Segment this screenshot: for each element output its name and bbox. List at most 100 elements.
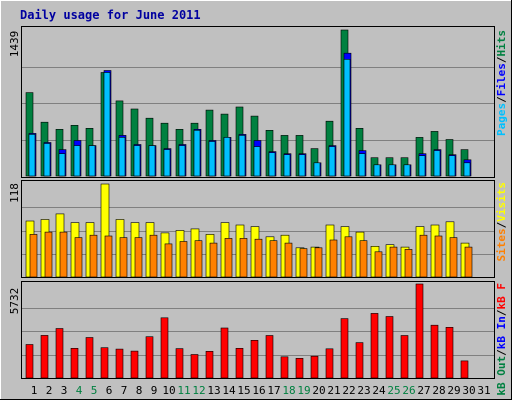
bar-sites-day-20	[314, 247, 323, 278]
x-label-day-6: 6	[106, 384, 113, 397]
bar-kbytes-day-23	[355, 342, 364, 379]
bar-sites-day-10	[164, 243, 173, 278]
x-label-day-27: 27	[417, 384, 430, 397]
legend-separator: /	[495, 309, 508, 316]
bar-sites-day-28	[434, 235, 443, 278]
bar-sites-day-29	[449, 237, 458, 278]
x-label-day-11: 11	[177, 384, 190, 397]
x-label-day-10: 10	[162, 384, 175, 397]
bar-kbytes-day-13	[205, 350, 214, 379]
bar-kbytes-day-22	[340, 318, 349, 379]
bar-pages-day-12	[193, 130, 201, 177]
panel-visits-border	[21, 180, 495, 278]
bar-pages-day-29	[448, 155, 456, 177]
bar-sites-day-19	[299, 248, 308, 278]
bar-pages-day-1	[28, 134, 36, 177]
bar-kbytes-day-30	[460, 360, 469, 379]
bar-kbytes-day-9	[145, 336, 154, 379]
bar-sites-day-6	[104, 235, 113, 278]
x-label-day-4: 4	[76, 384, 83, 397]
x-label-day-20: 20	[312, 384, 325, 397]
bar-pages-day-5	[88, 145, 96, 177]
bar-kbytes-day-1	[25, 344, 34, 379]
bars	[25, 29, 473, 379]
bar-kbytes-day-20	[310, 355, 319, 379]
bar-pages-day-26	[403, 164, 411, 177]
x-label-day-14: 14	[222, 384, 236, 397]
bar-pages-day-21	[328, 146, 336, 177]
bar-sites-day-14	[224, 238, 233, 278]
x-label-day-2: 2	[46, 384, 53, 397]
bar-kbytes-day-4	[70, 347, 79, 379]
x-label-day-7: 7	[121, 384, 128, 397]
y-max-label-hits: 1439	[8, 31, 21, 58]
panel-hits-border	[21, 26, 495, 178]
bar-kbytes-day-21	[325, 348, 334, 379]
x-label-day-3: 3	[61, 384, 68, 397]
bar-sites-day-12	[194, 240, 203, 278]
chart-title: Daily usage for June 2011	[20, 8, 201, 22]
bar-pages-day-19	[298, 154, 306, 177]
bar-sites-day-18	[284, 242, 293, 278]
bar-sites-day-17	[269, 240, 278, 278]
bar-pages-day-16	[253, 146, 261, 177]
x-label-day-24: 24	[372, 384, 386, 397]
x-label-day-13: 13	[207, 384, 220, 397]
bar-sites-day-4	[74, 237, 83, 278]
x-label-day-8: 8	[136, 384, 143, 397]
legend-separator: /	[495, 349, 508, 356]
bar-kbytes-day-11	[175, 348, 184, 379]
bar-pages-day-7	[118, 137, 126, 177]
bar-kbytes-day-16	[250, 339, 259, 379]
bar-pages-day-22	[343, 58, 351, 177]
bar-kbytes-day-7	[115, 348, 124, 379]
legend-kbytes: kB Out/kB In/kB F	[495, 283, 508, 396]
bar-kbytes-day-15	[235, 347, 244, 379]
legend-separator: /	[495, 221, 508, 228]
bar-sites-day-7	[119, 237, 128, 278]
x-label-day-28: 28	[432, 384, 445, 397]
bar-sites-day-30	[464, 246, 473, 278]
bar-kbytes-day-8	[130, 350, 139, 379]
bar-pages-day-28	[433, 150, 441, 177]
bar-kbytes-day-18	[280, 356, 289, 379]
bar-pages-day-23	[358, 153, 366, 177]
x-label-day-26: 26	[402, 384, 415, 397]
bar-pages-day-4	[73, 145, 81, 177]
bar-sites-day-22	[344, 236, 353, 278]
bar-kbytes-day-5	[85, 337, 94, 379]
bar-kbytes-day-26	[400, 335, 409, 379]
bar-kbytes-day-3	[55, 328, 64, 379]
bar-kbytes-day-25	[385, 316, 394, 379]
x-label-day-31: 31	[477, 384, 490, 397]
bar-pages-day-17	[268, 152, 276, 177]
legend-kb-out: kB Out	[495, 356, 508, 396]
bar-pages-day-11	[178, 145, 186, 177]
bar-kbytes-day-17	[265, 335, 274, 379]
bar-pages-day-9	[148, 145, 156, 177]
x-label-day-16: 16	[252, 384, 265, 397]
bar-pages-day-14	[223, 137, 231, 177]
bar-pages-day-6	[103, 72, 111, 177]
x-label-day-25: 25	[387, 384, 400, 397]
bar-kbytes-day-12	[190, 354, 199, 379]
bar-sites-day-1	[29, 234, 38, 278]
x-label-day-21: 21	[327, 384, 340, 397]
bar-sites-day-8	[134, 237, 143, 278]
x-axis-labels: 1 2 3 4 5 6 7 8 9 10 11 12 13 14 15 16 17 18 19 20 21 22 23 24 2…	[31, 384, 491, 397]
x-label-day-29: 29	[447, 384, 460, 397]
legend-visits: Visits	[495, 182, 508, 222]
y-max-label-kbytes: 5732	[8, 288, 21, 315]
legend-hits-files-pages: Pages/Files/Hits	[495, 30, 508, 136]
bar-sites-day-25	[389, 246, 398, 278]
bar-pages-day-3	[58, 153, 66, 177]
legend-sites: Sites	[495, 228, 508, 261]
panel-borders	[21, 26, 495, 379]
x-label-day-1: 1	[31, 384, 38, 397]
x-label-day-30: 30	[462, 384, 475, 397]
bar-pages-day-24	[373, 164, 381, 177]
bar-kbytes-day-2	[40, 335, 49, 379]
